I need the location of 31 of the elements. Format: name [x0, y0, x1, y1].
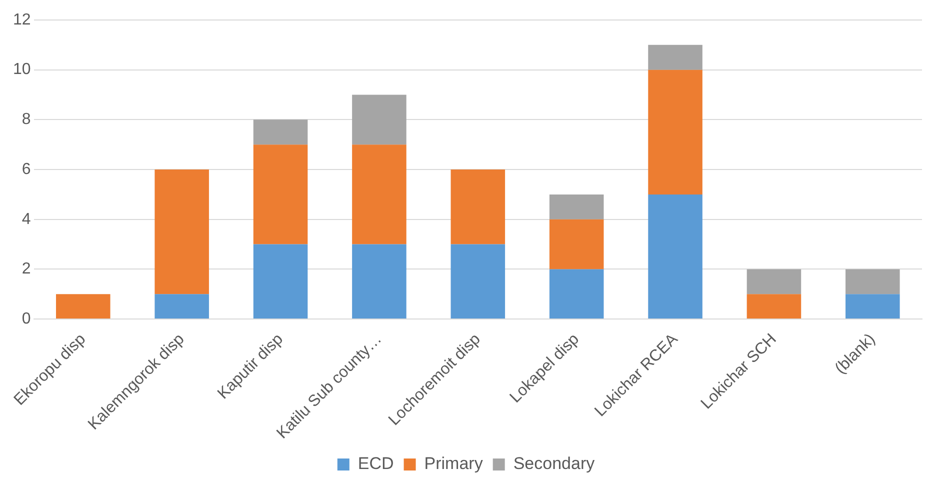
y-tick-label: 2 — [22, 260, 31, 278]
legend-label: Secondary — [513, 454, 596, 474]
bar — [253, 120, 308, 145]
bar — [352, 94, 406, 145]
bar — [154, 170, 209, 294]
bar — [746, 269, 802, 294]
bar — [352, 244, 406, 319]
legend-label: Primary — [424, 454, 484, 474]
bar — [56, 294, 110, 319]
y-tick-label: 6 — [22, 160, 31, 178]
y-tick-label: 4 — [22, 210, 31, 228]
bar — [549, 269, 604, 319]
bar — [253, 244, 308, 319]
bar — [648, 194, 702, 319]
bar — [549, 194, 604, 220]
bar — [352, 144, 406, 244]
y-tick-label: 10 — [13, 61, 31, 78]
bar — [154, 294, 209, 319]
bar — [746, 294, 802, 319]
y-tick-label: 12 — [13, 11, 31, 28]
y-tick-label: 8 — [22, 111, 31, 128]
bar — [549, 219, 604, 270]
bar — [450, 244, 506, 319]
bar — [846, 294, 900, 319]
legend-label: ECD — [358, 454, 394, 474]
bar — [253, 144, 308, 244]
bar — [846, 269, 900, 294]
bar — [648, 70, 702, 194]
y-tick-label: 0 — [22, 310, 31, 328]
bar — [648, 44, 702, 70]
bar — [450, 170, 506, 244]
